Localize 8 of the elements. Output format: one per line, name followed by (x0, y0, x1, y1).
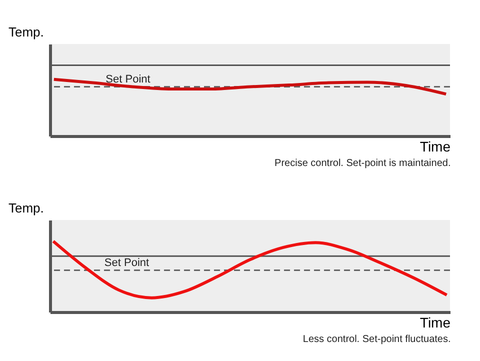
ref-line-label: Set Point (104, 257, 150, 270)
ref-line-label: Set Point (106, 74, 150, 86)
text: Less control. Set-point fluctuates. (302, 334, 451, 345)
y-axis-title: Temp. (8, 24, 44, 40)
x-axis-title: Time (420, 314, 451, 330)
text: Precise control. Set-point is maintained. (274, 158, 451, 169)
y-axis-title: Temp. (8, 200, 44, 216)
x-axis-title: Time (420, 138, 451, 154)
